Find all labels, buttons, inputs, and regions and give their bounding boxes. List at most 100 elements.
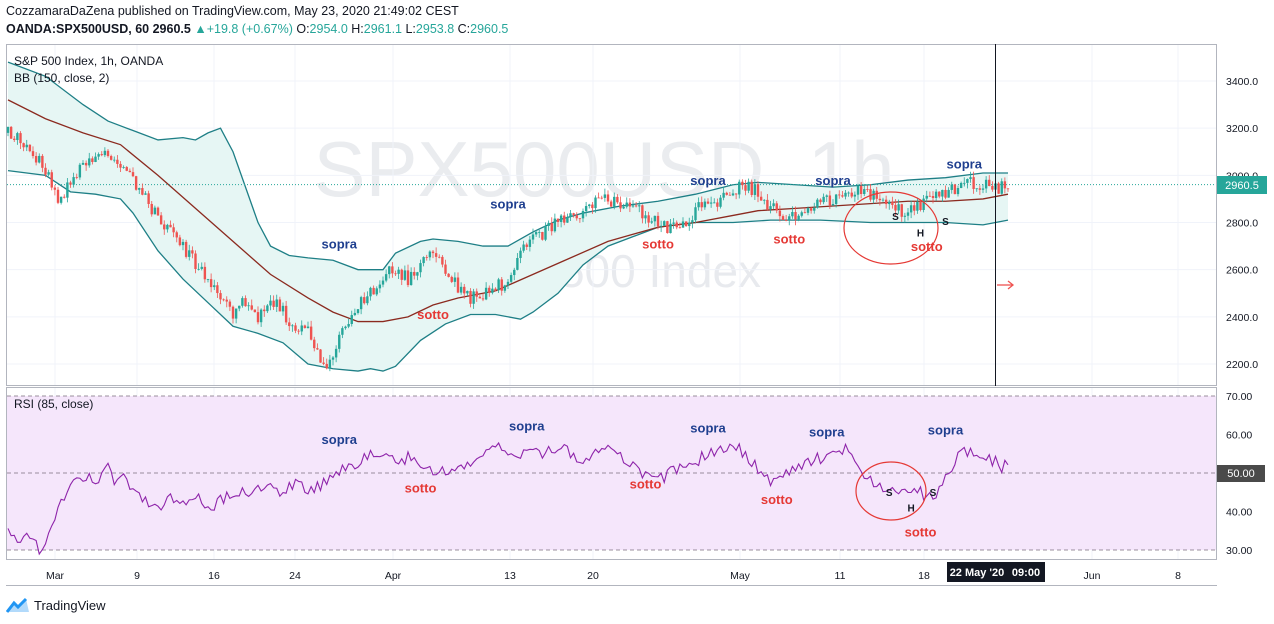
candle-body bbox=[613, 196, 616, 207]
rsi-axis-label: 70.00 bbox=[1226, 391, 1252, 403]
candle-body bbox=[334, 348, 338, 358]
rsi-series-line bbox=[7, 441, 1009, 556]
annotation-price-sopra: sopra bbox=[322, 236, 358, 251]
candle-body bbox=[63, 196, 66, 198]
candle-body bbox=[709, 202, 713, 204]
candle-body bbox=[603, 194, 607, 198]
candle-body bbox=[622, 206, 625, 209]
candle-body bbox=[369, 287, 372, 297]
candle-body bbox=[222, 299, 225, 301]
candle-body bbox=[916, 201, 919, 211]
candle-body bbox=[653, 215, 657, 222]
footer[interactable]: TradingView bbox=[6, 597, 106, 613]
candle-body bbox=[922, 198, 925, 210]
candle-body bbox=[322, 362, 325, 364]
candle-body bbox=[166, 224, 169, 230]
candle-body bbox=[981, 188, 985, 190]
candle-body bbox=[959, 182, 963, 189]
candle-body bbox=[422, 257, 425, 264]
high-label: H: bbox=[351, 22, 364, 36]
footer-brand: TradingView bbox=[34, 597, 106, 613]
candle-body bbox=[366, 296, 369, 304]
candle-body bbox=[316, 348, 319, 350]
candle-body bbox=[472, 291, 475, 304]
candle-body bbox=[156, 207, 160, 216]
candle-body bbox=[978, 188, 982, 190]
candle-body bbox=[963, 182, 966, 184]
candle-body bbox=[784, 220, 788, 221]
candle-body bbox=[753, 184, 757, 195]
candle-body bbox=[263, 309, 266, 312]
candle-body bbox=[756, 184, 760, 197]
candle-body bbox=[122, 167, 125, 168]
candle-body bbox=[197, 268, 200, 270]
candle-body bbox=[816, 199, 819, 208]
candle-body bbox=[563, 215, 566, 223]
candle-body bbox=[297, 330, 300, 332]
candle-body bbox=[575, 215, 578, 219]
candle-body bbox=[953, 184, 957, 195]
candle-body bbox=[391, 266, 394, 274]
candle-body bbox=[353, 312, 357, 316]
annotation-rsi-sotto: sotto bbox=[630, 476, 662, 491]
candle-body bbox=[463, 286, 466, 294]
candle-body bbox=[888, 201, 891, 205]
candle-body bbox=[144, 193, 147, 195]
candle-body bbox=[781, 216, 785, 221]
candle-body bbox=[466, 290, 469, 294]
candle-body bbox=[669, 223, 672, 234]
candle-body bbox=[388, 266, 391, 275]
candle-body bbox=[513, 269, 516, 276]
candle-body bbox=[425, 257, 428, 258]
candle-body bbox=[931, 196, 935, 198]
rsi-axis[interactable]: 30.00 40.00 60.00 70.00 bbox=[1226, 391, 1252, 557]
candle-body bbox=[69, 182, 72, 185]
candle-body bbox=[284, 305, 288, 323]
low-value: 2953.8 bbox=[415, 22, 455, 36]
candle-body bbox=[41, 155, 44, 168]
candle-body bbox=[803, 212, 807, 214]
annotation-rsi-sotto: sotto bbox=[405, 480, 437, 495]
candle-body bbox=[631, 205, 635, 207]
price-axis-label: 3400.0 bbox=[1226, 76, 1258, 88]
candle-body bbox=[78, 164, 82, 178]
candle-body bbox=[634, 205, 638, 207]
candle-body bbox=[306, 326, 310, 329]
annotation-rsi-sotto: sotto bbox=[905, 525, 937, 540]
candle-body bbox=[925, 195, 928, 199]
candle-body bbox=[594, 197, 597, 209]
rsi-band-background bbox=[7, 395, 1216, 551]
price-axis[interactable]: 2200.02400.02600.02800.03000.03200.03400… bbox=[1226, 76, 1258, 371]
time-axis-label: 16 bbox=[208, 570, 220, 582]
candle-body bbox=[231, 306, 235, 319]
candle-body bbox=[119, 163, 122, 168]
candle-body bbox=[672, 222, 675, 224]
candle-body bbox=[797, 215, 800, 220]
candle-body bbox=[656, 215, 660, 227]
candle-body bbox=[906, 212, 910, 216]
time-axis[interactable]: Mar 9 16 24 Apr 13 20 May 11 18 Jun 8 bbox=[46, 570, 1181, 582]
candle-body bbox=[94, 156, 97, 162]
annotation-rsi-sopra: sopra bbox=[809, 424, 845, 439]
candle-body bbox=[134, 176, 138, 190]
candle-body bbox=[913, 205, 916, 211]
candle-body bbox=[238, 305, 241, 309]
candle-body bbox=[228, 301, 232, 307]
candle-body bbox=[541, 232, 544, 240]
candle-body bbox=[59, 196, 63, 203]
candle-body bbox=[400, 269, 403, 280]
annotation-rsi-hs: S bbox=[886, 488, 893, 499]
candle-body bbox=[331, 357, 335, 360]
candle-body bbox=[253, 309, 257, 313]
candle-body bbox=[356, 309, 360, 313]
candle-body bbox=[456, 277, 460, 293]
candle-body bbox=[350, 315, 353, 324]
candle-body bbox=[375, 288, 378, 295]
candle-body bbox=[869, 189, 872, 200]
time-axis-label: Mar bbox=[46, 570, 65, 582]
symbol-label[interactable]: OANDA:SPX500USD, 60 bbox=[6, 22, 150, 36]
rsi-pane-border bbox=[6, 387, 1217, 560]
time-axis-label: 20 bbox=[587, 570, 599, 582]
candle-body bbox=[881, 199, 885, 201]
